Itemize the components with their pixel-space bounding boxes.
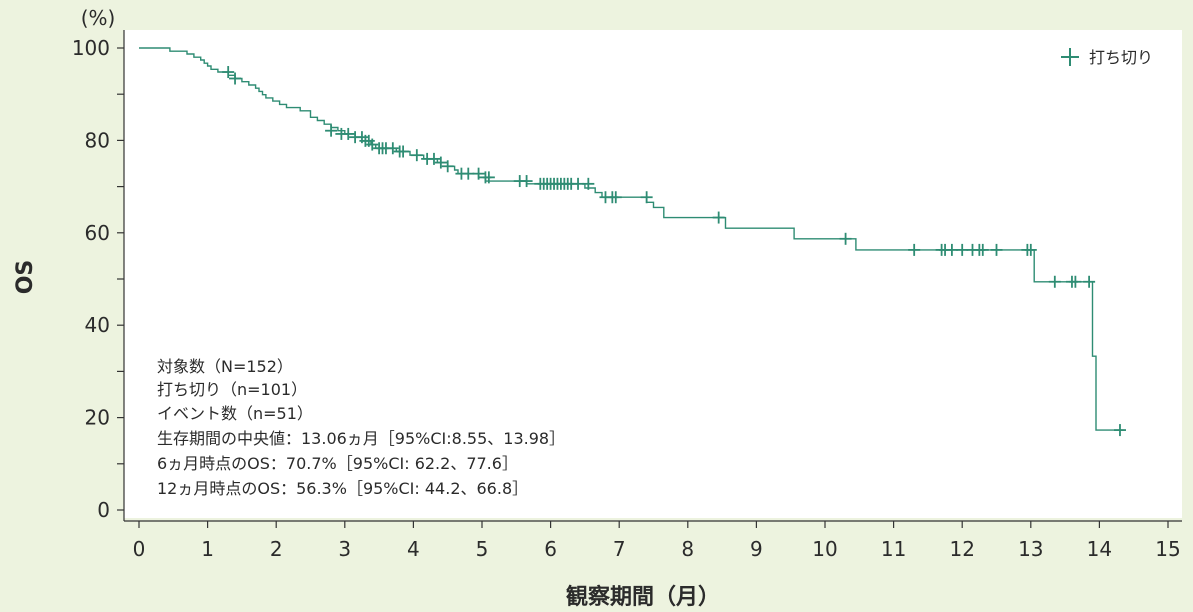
x-tick-label: 7 [613, 537, 626, 561]
legend-label: 打ち切り [1089, 48, 1153, 67]
censor-mark [976, 243, 989, 256]
censor-mark [1069, 275, 1082, 288]
censor-mark [462, 167, 475, 180]
y-tick-label: 100 [72, 36, 110, 60]
y-unit-label: (%) [81, 6, 116, 30]
x-tick-label: 8 [681, 537, 694, 561]
censor-mark [582, 177, 595, 190]
annotation-os-6m: 6ヵ月時点のOS：70.7%［95%CI: 62.2、77.6］ [157, 454, 518, 473]
annotation-block: 対象数（N=152） 打ち切り（n=101） イベント数（n=51） 生存期間の… [157, 357, 565, 498]
censor-mark [366, 138, 379, 151]
censor-mark [222, 66, 235, 79]
annotation-events: イベント数（n=51） [157, 404, 313, 423]
censor-mark [325, 124, 338, 137]
y-tick-label: 20 [85, 406, 110, 430]
x-axis-title: 観察期間（月） [566, 584, 720, 610]
annotation-median: 生存期間の中央値：13.06ヵ月［95%CI:8.55、13.98］ [157, 429, 565, 448]
censor-mark [472, 167, 485, 180]
censor-mark [1048, 275, 1061, 288]
censor-mark [386, 142, 399, 155]
censor-mark [441, 160, 454, 173]
censor-mark [410, 149, 423, 162]
legend-censor-icon [1061, 48, 1079, 66]
censor-mark [712, 211, 725, 224]
censor-mark [956, 243, 969, 256]
censor-mark [482, 171, 495, 184]
x-tick-label: 2 [270, 537, 283, 561]
annotation-os-12m: 12ヵ月時点のOS：56.3%［95%CI: 44.2、66.8］ [157, 479, 528, 498]
censor-mark [908, 243, 921, 256]
x-tick-label: 6 [544, 537, 557, 561]
x-tick-label: 10 [812, 537, 837, 561]
censor-mark [1113, 424, 1126, 437]
x-tick-label: 5 [476, 537, 489, 561]
censor-marks [222, 66, 1126, 437]
censor-mark [229, 72, 242, 85]
censor-mark [839, 232, 852, 245]
x-tick-label: 12 [949, 537, 974, 561]
censor-mark [572, 177, 585, 190]
x-tick-label: 15 [1155, 537, 1180, 561]
y-tick-label: 40 [85, 313, 110, 337]
x-tick-label: 1 [201, 537, 214, 561]
censor-mark [397, 145, 410, 158]
censor-mark [1083, 275, 1096, 288]
censor-mark [520, 175, 533, 188]
censor-mark [990, 243, 1003, 256]
censor-mark [1024, 243, 1037, 256]
censor-mark [945, 243, 958, 256]
x-tick-label: 0 [133, 537, 146, 561]
y-axis-title: OS [13, 260, 38, 295]
x-tick-label: 14 [1087, 537, 1112, 561]
y-tick-label: 60 [85, 221, 110, 245]
censor-mark [342, 127, 355, 140]
legend: 打ち切り [1061, 48, 1153, 67]
x-tick-label: 4 [407, 537, 420, 561]
x-tick-label: 3 [338, 537, 351, 561]
y-tick-label: 80 [85, 128, 110, 152]
censor-mark [609, 191, 622, 204]
x-tick-label: 13 [1018, 537, 1043, 561]
y-tick-label: 0 [97, 498, 110, 522]
x-tick-label: 11 [881, 537, 906, 561]
x-tick-label: 9 [750, 537, 763, 561]
censor-mark [434, 156, 447, 169]
censor-mark [640, 191, 653, 204]
censor-mark [427, 152, 440, 165]
annotation-censored: 打ち切り（n=101） [157, 380, 307, 399]
annotation-n-total: 対象数（N=152） [157, 357, 293, 376]
